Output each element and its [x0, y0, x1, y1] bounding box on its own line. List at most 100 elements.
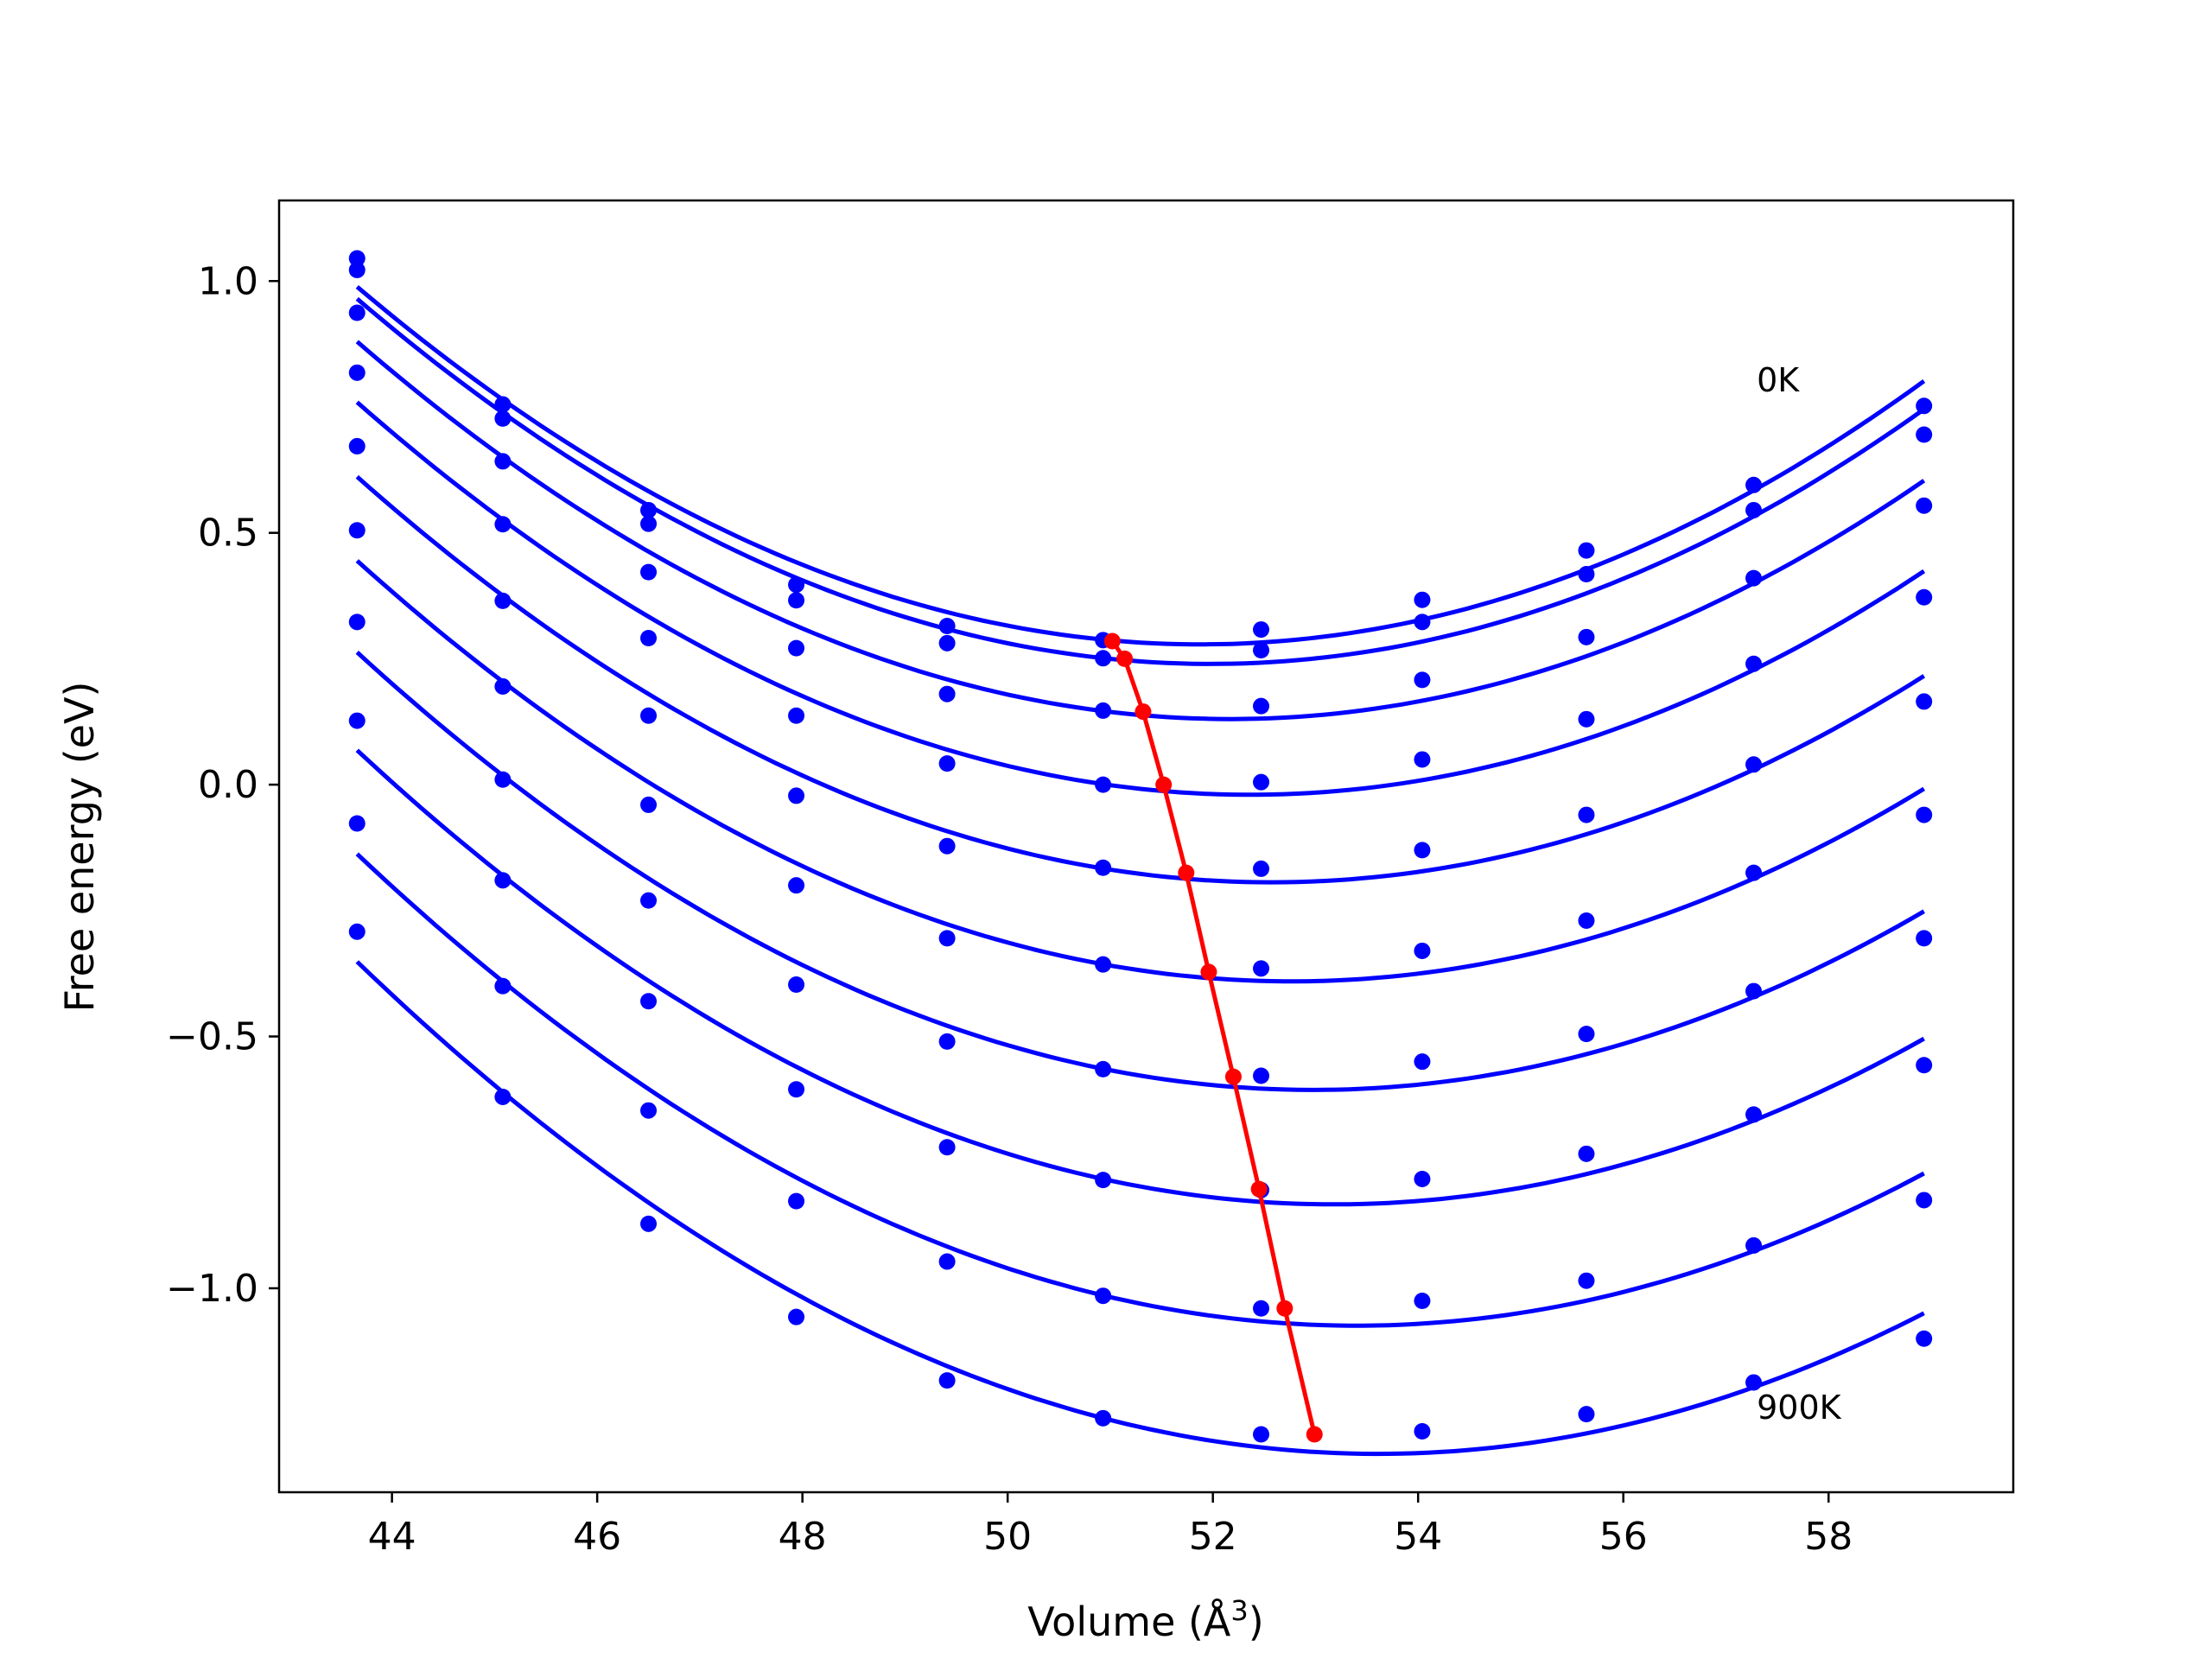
annotation-0K: 0K [1757, 361, 1800, 399]
data-point [640, 1215, 658, 1232]
data-point [1253, 860, 1270, 877]
data-point [1745, 501, 1763, 518]
data-point [1578, 806, 1595, 823]
data-point [1916, 426, 1933, 443]
data-point [938, 685, 956, 702]
data-point [788, 877, 805, 894]
data-point [1578, 1145, 1595, 1162]
data-point [348, 304, 365, 321]
data-point [1916, 693, 1933, 710]
data-point [1745, 982, 1763, 1000]
data-point [788, 707, 805, 724]
data-point [494, 677, 512, 695]
data-point [348, 923, 365, 940]
y-axis-label: Free energy (eV) [56, 682, 103, 1013]
data-point [494, 516, 512, 533]
free-energy-curves [348, 250, 1933, 1457]
data-point [494, 977, 512, 995]
data-point [640, 563, 658, 581]
curve-annotations: 0K 900K [1757, 361, 1842, 1427]
data-point [1253, 697, 1270, 715]
annotation-900K: 900K [1757, 1389, 1842, 1427]
data-point [1414, 591, 1431, 608]
data-point [1745, 864, 1763, 881]
data-point [1578, 565, 1595, 582]
data-point [1578, 542, 1595, 559]
data-point [1095, 1409, 1112, 1427]
data-point [1414, 1170, 1431, 1187]
data-point [1916, 1192, 1933, 1209]
data-point [938, 1033, 956, 1050]
x-axis-ticks: 44 46 48 50 52 54 56 58 [368, 1492, 1853, 1559]
data-point [1414, 942, 1431, 959]
curve-800K [355, 852, 1925, 1328]
x-axis-label: Volume (Å3) [1027, 1594, 1263, 1645]
data-point [348, 250, 365, 267]
data-point [1095, 1060, 1112, 1077]
data-point [494, 592, 512, 609]
curve-400K [355, 474, 1926, 885]
minimum-point [1200, 963, 1217, 981]
curve-100K [355, 296, 1926, 666]
data-point [1916, 1330, 1933, 1347]
data-point [348, 437, 365, 454]
y-tick-label: −1.0 [166, 1267, 258, 1311]
y-tick-label: 0.5 [198, 512, 258, 556]
minimum-point [1155, 776, 1173, 793]
minimum-point [1306, 1426, 1323, 1443]
curve-900K [355, 960, 1925, 1457]
minimum-line [1103, 632, 1323, 1443]
data-point [348, 712, 365, 729]
data-point [1253, 960, 1270, 977]
data-point [788, 1308, 805, 1325]
data-point [494, 872, 512, 889]
data-point [938, 837, 956, 855]
x-tick-label: 48 [779, 1515, 827, 1559]
minimum-point [1250, 1180, 1268, 1198]
minimum-point [1178, 864, 1195, 881]
data-point [494, 410, 512, 427]
data-point [1745, 569, 1763, 587]
data-point [640, 515, 658, 532]
data-point [494, 771, 512, 788]
data-point [494, 1088, 512, 1105]
data-point [1414, 613, 1431, 631]
data-point [1916, 497, 1933, 514]
data-point [1253, 621, 1270, 639]
data-point [938, 634, 956, 652]
data-point [348, 613, 365, 631]
x-tick-label: 58 [1804, 1515, 1853, 1559]
data-point [938, 930, 956, 947]
data-point [1095, 859, 1112, 876]
minimum-point [1116, 650, 1134, 667]
data-point [1253, 1426, 1270, 1443]
data-point [1414, 1422, 1431, 1440]
data-point [1095, 956, 1112, 973]
y-axis-ticks: 1.0 0.5 0.0 −0.5 −1.0 [166, 259, 279, 1311]
minimum-point [1224, 1068, 1242, 1085]
minimum-point [1135, 703, 1152, 721]
data-point [494, 453, 512, 470]
data-point [1253, 773, 1270, 791]
minimum-path [1110, 639, 1317, 1435]
data-point [1095, 650, 1112, 667]
data-point [640, 1102, 658, 1119]
x-axis-label-end: ) [1249, 1599, 1264, 1645]
y-tick-label: −0.5 [166, 1015, 258, 1059]
minimum-point [1276, 1300, 1294, 1317]
data-point [788, 639, 805, 657]
x-axis-label-superscript: 3 [1230, 1594, 1248, 1627]
data-point [1253, 641, 1270, 658]
data-point [1414, 671, 1431, 689]
curve-0K [355, 284, 1926, 647]
data-point [1916, 588, 1933, 606]
data-point [1916, 1057, 1933, 1074]
data-point [938, 1139, 956, 1156]
data-point [1414, 751, 1431, 768]
data-point [788, 787, 805, 804]
y-tick-label: 0.0 [198, 763, 258, 807]
data-point [1095, 1287, 1112, 1305]
data-point [640, 892, 658, 909]
